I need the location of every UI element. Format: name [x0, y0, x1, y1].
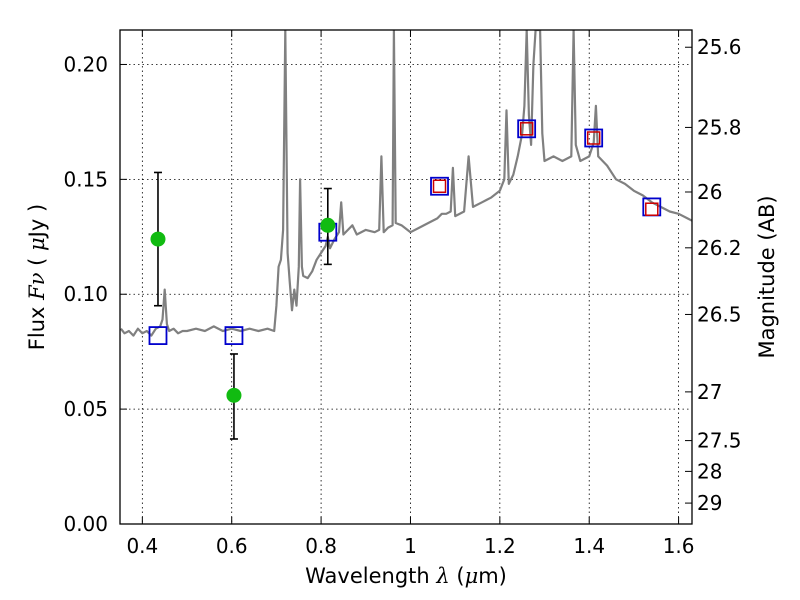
spectrum-layer	[120, 30, 692, 337]
y2-tick-label: 26	[697, 180, 722, 204]
model-photometry-square	[430, 176, 449, 196]
x-tick-label: 1.4	[573, 534, 605, 558]
y-tick-label: 0.05	[63, 397, 108, 421]
y2-tick-label: 27	[697, 380, 722, 404]
x-tick-label: 1.6	[663, 534, 695, 558]
axis-ticks: 0.4 0.6 0.8 1 1.2 1.4 1.6 0.00 0.05 0.10 0.15 0.20 2…	[63, 30, 742, 558]
observed-nir-square	[519, 122, 534, 136]
observed-optical-point	[150, 231, 166, 247]
y2-tick-label: 28	[697, 459, 722, 483]
y2-tick-label: 25.6	[697, 35, 742, 59]
model-photometry-square	[224, 326, 244, 345]
y2-tick-label: 29	[697, 491, 722, 515]
y2-tick-label: 27.5	[697, 429, 742, 453]
y-tick-label: 0.10	[63, 282, 108, 306]
y2-tick-label: 26.2	[697, 236, 742, 260]
observed-nir-square	[645, 202, 659, 216]
grid-lines	[120, 30, 692, 525]
marker-layer	[148, 119, 662, 440]
observed-nir-square	[586, 131, 601, 145]
x-tick-label: 0.4	[126, 534, 158, 558]
y-tick-label: 0.00	[63, 512, 108, 536]
x-axis-label: Wavelength λ (μm)	[305, 564, 507, 588]
observed-optical-point	[320, 217, 336, 233]
observed-optical-point	[226, 387, 242, 403]
model-photometry-square	[517, 119, 537, 139]
plot-frame	[119, 29, 693, 525]
x-tick-label: 0.8	[305, 534, 337, 558]
y2-tick-label: 25.8	[697, 115, 742, 139]
y2-axis-label: Magnitude (AB)	[755, 195, 779, 358]
y2-tick-label: 26.5	[697, 302, 742, 326]
observed-nir-square	[432, 179, 447, 193]
y-tick-label: 0.20	[63, 52, 108, 76]
y-axis-label: Flux Fν ( μJy )	[25, 204, 49, 350]
x-tick-label: 1	[404, 534, 417, 558]
x-tick-label: 0.6	[216, 534, 248, 558]
model-photometry-square	[148, 326, 168, 345]
spectrum-line	[120, 30, 692, 337]
y-tick-label: 0.15	[63, 167, 108, 191]
x-tick-label: 1.2	[484, 534, 516, 558]
model-photometry-square	[584, 128, 604, 148]
